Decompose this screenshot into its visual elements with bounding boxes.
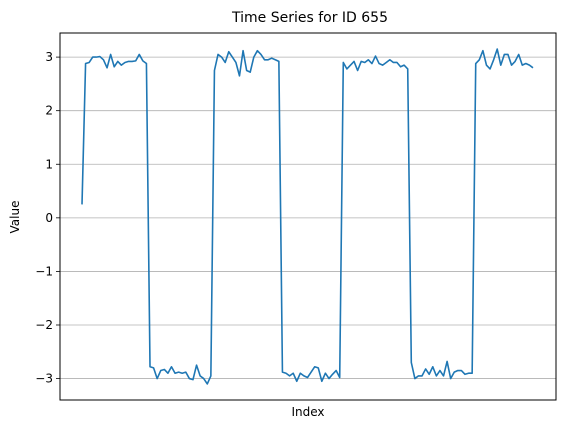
x-axis-label: Index <box>291 405 324 419</box>
y-tick-label: 2 <box>45 104 53 118</box>
y-tick-label: 3 <box>45 50 53 64</box>
y-tick-label: 0 <box>45 211 53 225</box>
series-layer <box>81 48 534 385</box>
gridlines <box>60 56 556 379</box>
y-tick-label: −2 <box>35 318 53 332</box>
y-tick-label: 1 <box>45 157 53 171</box>
chart-title: Time Series for ID 655 <box>231 10 388 26</box>
y-axis-label: Value <box>8 201 22 234</box>
series-line-0 <box>81 48 534 385</box>
plot-frame <box>59 32 557 401</box>
y-tick-label: −3 <box>35 372 53 386</box>
y-tick-label: −1 <box>35 264 53 278</box>
y-axis-ticks: −3 −2 −1 0 1 2 3 <box>35 50 60 386</box>
